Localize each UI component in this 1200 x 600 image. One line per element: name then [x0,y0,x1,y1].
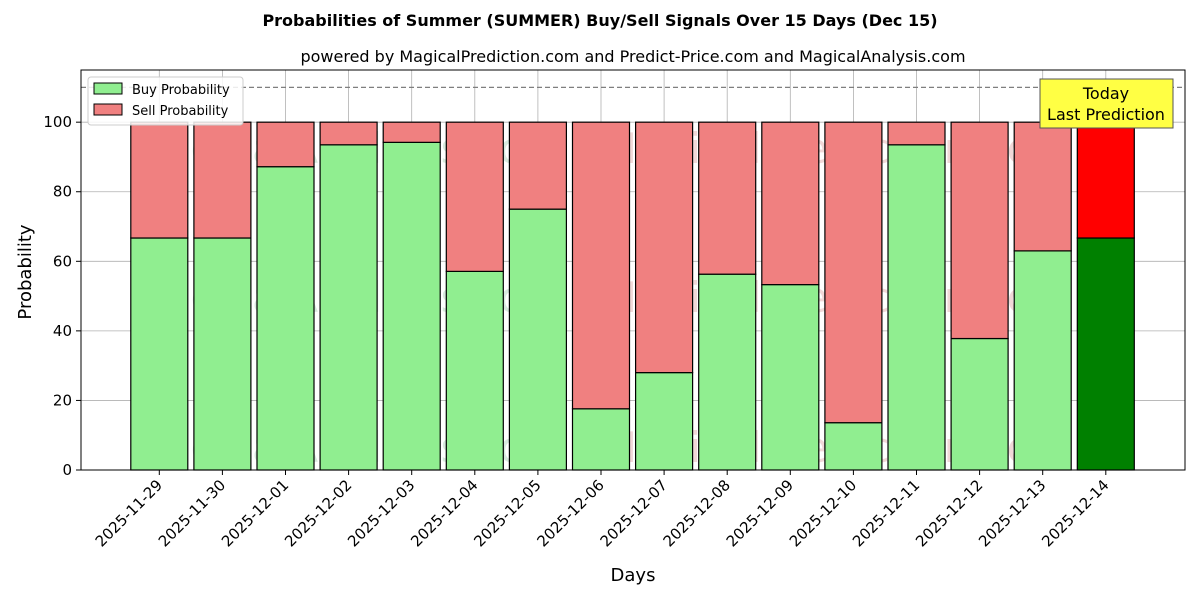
buy-bar [1013,250,1072,471]
buy-bar [950,337,1009,471]
today-annotation: Today Last Prediction [1039,78,1174,129]
x-tick-label: 2025-12-12 [912,476,986,550]
x-tick-label: 2025-12-05 [470,476,544,550]
annotation-text: Last Prediction [1047,105,1165,124]
sell-bar [1076,121,1135,239]
buy-bar [130,237,189,471]
sell-bar [130,121,189,239]
buy-bar [824,422,883,471]
sell-bar [508,121,567,210]
x-tick-label: 2025-12-11 [849,476,923,550]
y-tick-label: 0 [62,461,72,479]
x-tick-label: 2025-12-03 [344,476,418,550]
sell-bar [824,121,883,424]
x-tick-label: 2025-12-13 [975,476,1049,550]
buy-bar [698,273,757,471]
x-tick-label: 2025-11-30 [155,476,229,550]
chart-subtitle: powered by MagicalPrediction.com and Pre… [300,47,965,66]
axes [80,69,1186,471]
sell-bar [761,121,820,286]
sell-bar [634,121,694,374]
x-tick-label: 2025-12-07 [597,476,671,550]
legend-swatch [93,103,123,116]
y-tick-label: 20 [53,391,72,409]
buy-bar [761,284,820,471]
x-tick-label: 2025-12-10 [786,476,860,550]
buy-bar [193,237,252,471]
sell-bar [193,121,252,239]
legend-label: Sell Probability [132,104,229,119]
x-tick-label: 2025-12-09 [723,476,797,550]
y-tick-label: 100 [43,113,72,131]
x-tick-label: 2025-11-29 [92,476,166,550]
buy-bar [508,208,567,471]
x-tick-label: 2025-12-06 [533,476,607,550]
x-tick-label: 2025-12-14 [1038,476,1112,550]
sell-bar [445,121,504,272]
buy-bar [634,372,694,471]
x-tick-label: 2025-12-04 [407,476,481,550]
plot-frame [80,69,1186,471]
legend-label: Buy Probability [132,83,230,98]
buy-bar [319,144,378,471]
buy-bar [445,270,504,471]
buy-bar [1076,237,1135,471]
buy-bar [382,141,441,471]
sell-bar [887,121,946,146]
y-tick-label: 40 [53,322,72,340]
sell-bar [571,121,631,410]
y-axis-label: Probability [15,224,36,319]
legend-box [87,76,244,126]
x-tick-label: 2025-12-01 [218,476,292,550]
legend: Buy Probability Sell Probability [87,76,244,126]
buy-bar [571,408,631,471]
sell-bar [698,121,757,275]
sell-bar [1013,121,1072,252]
x-tick-label: 2025-12-02 [281,476,355,550]
sell-bar [319,121,378,146]
sell-bar [382,121,441,143]
bars [130,121,1135,471]
y-tick-label: 60 [53,252,72,270]
x-tick-label: 2025-12-08 [660,476,734,550]
chart-title: Probabilities of Summer (SUMMER) Buy/Sel… [262,11,937,30]
annotation-box [1039,78,1174,129]
annotation-text: Today [1082,84,1129,103]
sell-bar [950,121,1009,340]
legend-swatch [93,82,123,95]
sell-bar [256,121,315,168]
y-tick-label: 80 [53,183,72,201]
x-axis-label: Days [611,565,656,586]
x-ticks: 2025-11-292025-11-302025-12-012025-12-02… [92,470,1113,550]
buy-bar [256,166,315,471]
buy-bar [887,144,946,471]
y-ticks: 0 20 40 60 80 100 [43,113,81,479]
